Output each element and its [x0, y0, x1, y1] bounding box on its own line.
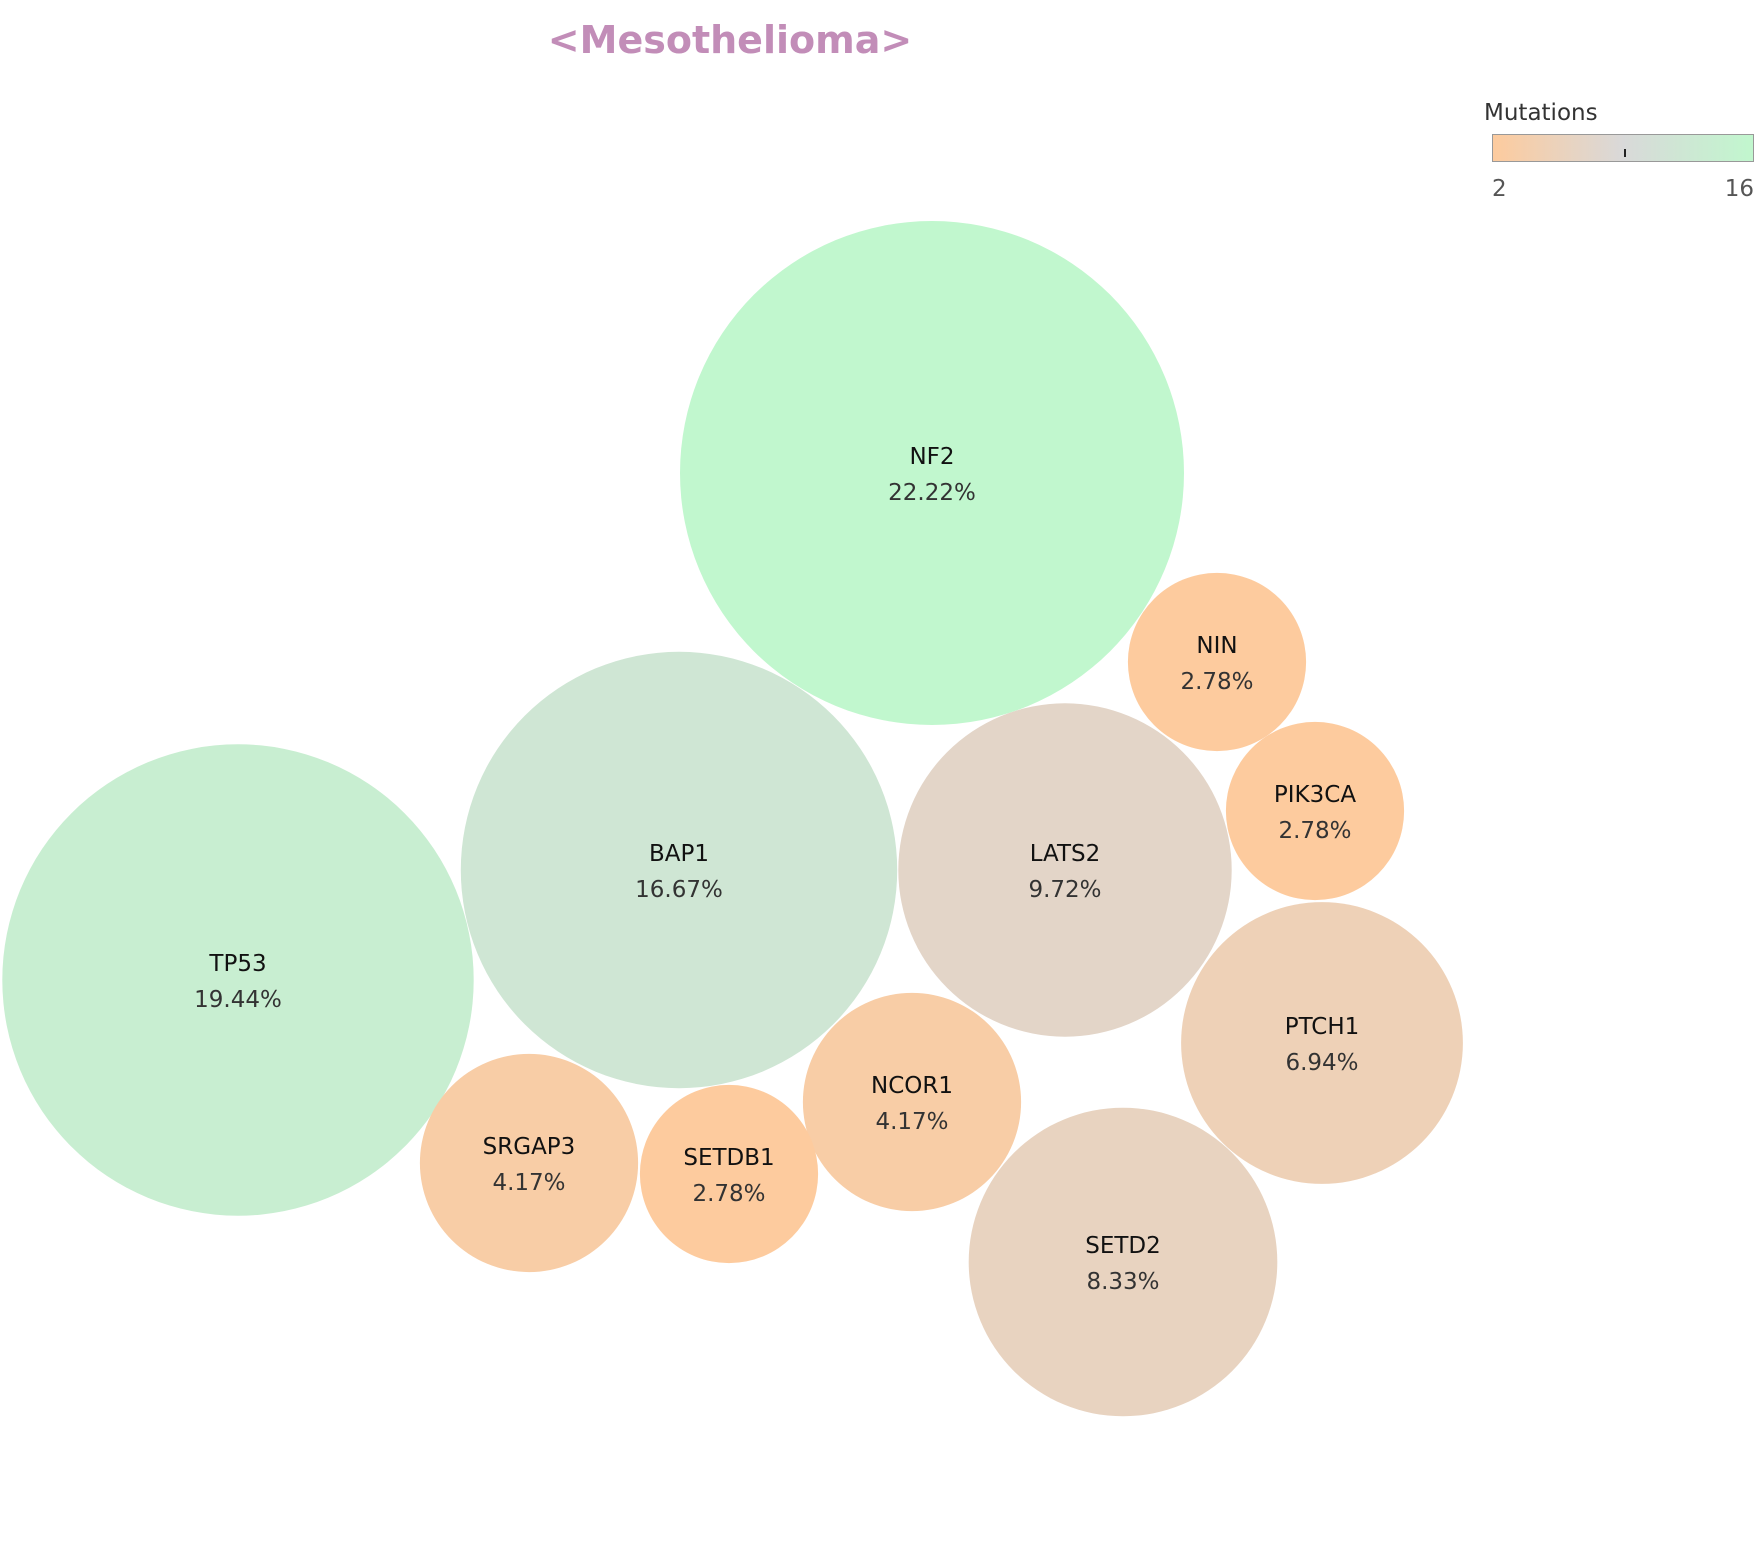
percent-label: 6.94% — [1285, 1050, 1358, 1076]
bubble-circle[interactable] — [461, 652, 897, 1088]
gene-label: NIN — [1196, 633, 1237, 659]
percent-label: 22.22% — [888, 480, 976, 506]
percent-label: 4.17% — [875, 1109, 948, 1135]
gene-label: SETDB1 — [683, 1145, 774, 1171]
bubble-setd2[interactable]: SETD2 8.33% — [969, 1108, 1278, 1417]
bubble-circle[interactable] — [969, 1108, 1278, 1417]
bubble-lats2[interactable]: LATS2 9.72% — [898, 703, 1231, 1036]
bubble-setdb1[interactable]: SETDB1 2.78% — [640, 1085, 818, 1263]
bubble-ncor1[interactable]: NCOR1 4.17% — [803, 993, 1021, 1211]
gene-label: LATS2 — [1030, 841, 1101, 867]
percent-label: 2.78% — [692, 1181, 765, 1207]
percent-label: 9.72% — [1028, 877, 1101, 903]
bubble-circle[interactable] — [2, 744, 473, 1215]
percent-label: 16.67% — [635, 877, 723, 903]
bubble-nf2[interactable]: NF2 22.22% — [680, 221, 1184, 725]
gene-label: BAP1 — [649, 841, 709, 867]
bubble-pik3ca[interactable]: PIK3CA 2.78% — [1226, 722, 1404, 900]
gene-label: TP53 — [208, 951, 266, 977]
bubble-nin[interactable]: NIN 2.78% — [1128, 573, 1306, 751]
gene-label: PTCH1 — [1285, 1014, 1360, 1040]
bubble-circle[interactable] — [680, 221, 1184, 725]
gene-label: NCOR1 — [871, 1073, 953, 1099]
percent-label: 19.44% — [194, 987, 282, 1013]
percent-label: 2.78% — [1278, 818, 1351, 844]
bubble-circle[interactable] — [1181, 902, 1463, 1184]
bubble-circle[interactable] — [420, 1054, 638, 1272]
bubble-circle[interactable] — [803, 993, 1021, 1211]
bubble-circle[interactable] — [1128, 573, 1306, 751]
percent-label: 8.33% — [1086, 1269, 1159, 1295]
percent-label: 2.78% — [1180, 669, 1253, 695]
bubble-circle[interactable] — [1226, 722, 1404, 900]
gene-label: NF2 — [909, 444, 954, 470]
bubble-srgap3[interactable]: SRGAP3 4.17% — [420, 1054, 638, 1272]
bubble-ptch1[interactable]: PTCH1 6.94% — [1181, 902, 1463, 1184]
gene-label: PIK3CA — [1274, 782, 1356, 808]
bubble-circle[interactable] — [898, 703, 1231, 1036]
bubble-circle[interactable] — [640, 1085, 818, 1263]
percent-label: 4.17% — [492, 1170, 565, 1196]
gene-label: SRGAP3 — [483, 1134, 576, 1160]
bubble-bap1[interactable]: BAP1 16.67% — [461, 652, 897, 1088]
bubble-tp53[interactable]: TP53 19.44% — [2, 744, 473, 1215]
gene-label: SETD2 — [1085, 1233, 1161, 1259]
